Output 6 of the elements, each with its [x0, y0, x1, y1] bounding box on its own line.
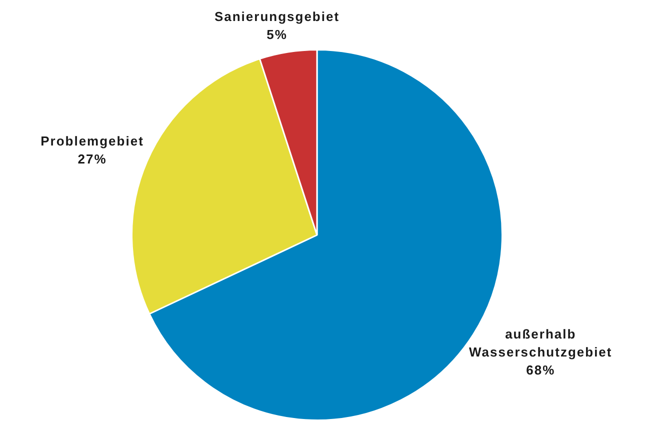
- data-label: 5%: [266, 26, 288, 42]
- data-label: 68%: [526, 362, 556, 378]
- data-label: 27%: [78, 152, 107, 167]
- slice-label: Sanierungsgebiet: [214, 8, 340, 24]
- slice-label: außerhalb Wasserschutzgebiet: [469, 326, 612, 360]
- slice-label: Problemgebiet: [40, 134, 144, 149]
